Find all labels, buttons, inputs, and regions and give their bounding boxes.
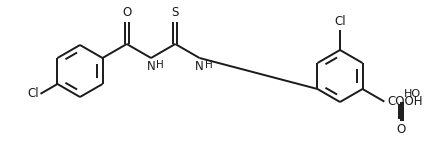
Text: H: H (204, 60, 212, 70)
Text: H: H (156, 60, 164, 70)
Text: O: O (122, 6, 131, 19)
Text: COOH: COOH (388, 95, 423, 108)
Text: O: O (396, 123, 406, 136)
Text: Cl: Cl (334, 15, 346, 28)
Text: N: N (195, 60, 204, 73)
Text: N: N (146, 60, 155, 73)
Text: HO: HO (404, 89, 421, 99)
Text: Cl: Cl (27, 87, 39, 100)
Text: S: S (172, 6, 179, 19)
